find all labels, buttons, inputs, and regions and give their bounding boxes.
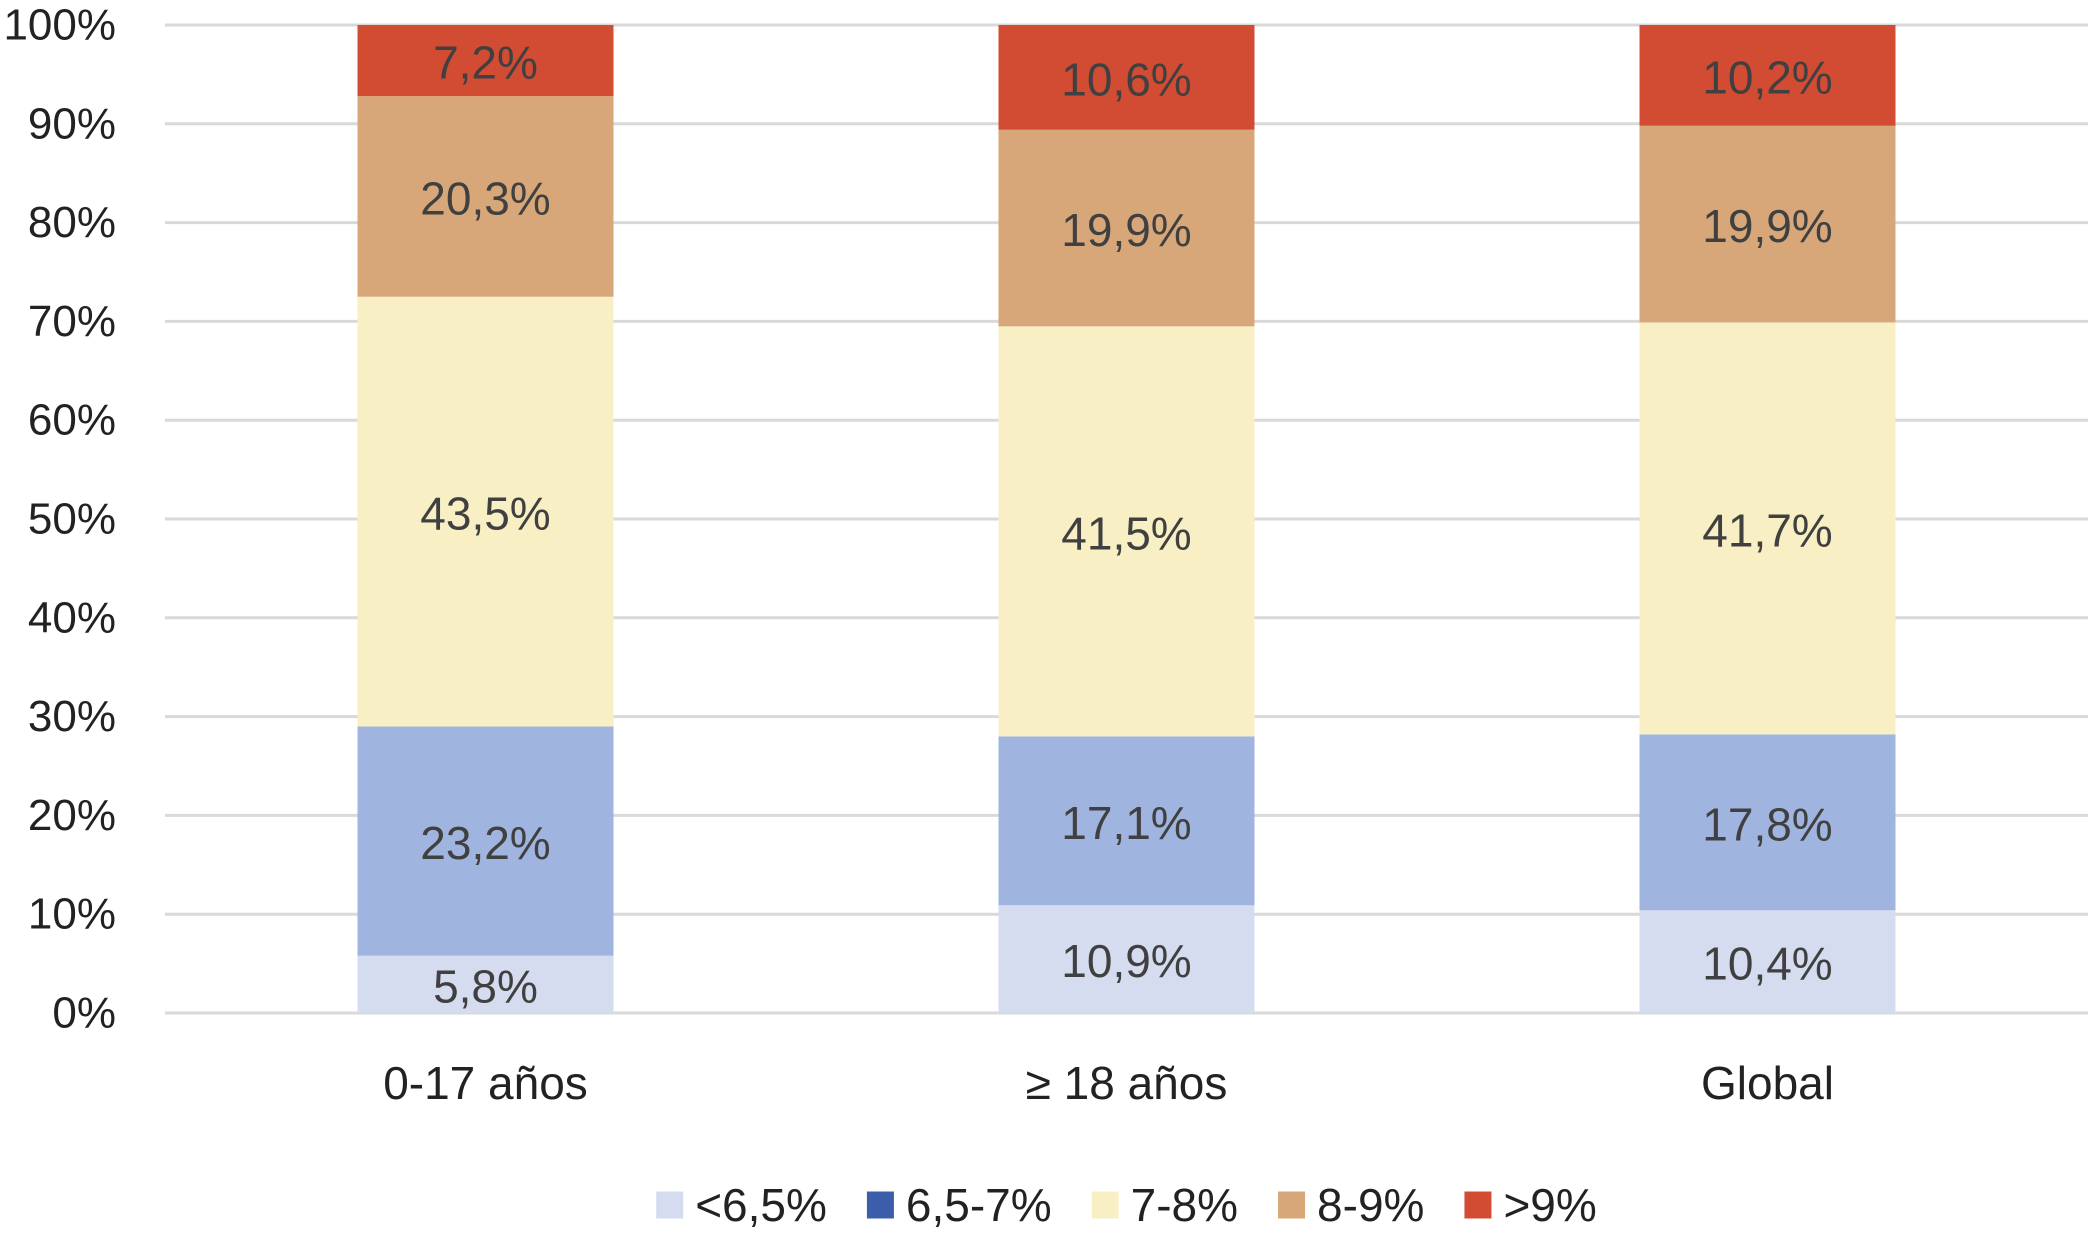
legend-label: 6,5-7% <box>906 1179 1052 1231</box>
legend: <6,5% 6,5-7% 7-8% 8-9% >9% <box>656 1179 1597 1231</box>
legend-swatch <box>1278 1191 1306 1219</box>
bar-segment <box>998 326 1255 737</box>
bar-stack: 10,9% 17,1% 41,5% 19,9% 10,6% <box>998 25 1255 1013</box>
bar-segment <box>1639 910 1896 1013</box>
x-category-label: ≥ 18 años <box>1026 1057 1228 1109</box>
y-tick-label: 70% <box>28 297 116 346</box>
legend-swatch <box>1091 1191 1119 1219</box>
y-tick-label: 60% <box>28 396 116 445</box>
y-tick-label: 90% <box>28 99 116 148</box>
y-axis-ticks: 0% 10% 20% 30% 40% 50% 60% 70% 80% 90% 100% <box>3 1 116 1038</box>
legend-label: >9% <box>1503 1179 1596 1231</box>
data-label: 10,6% <box>1061 53 1191 105</box>
bar-segment <box>998 25 1255 130</box>
bar-segment <box>357 955 614 1013</box>
y-tick-label: 30% <box>28 692 116 741</box>
bar-segment <box>1639 25 1896 126</box>
data-label: 7,2% <box>433 37 538 89</box>
legend-label: 8-9% <box>1317 1179 1424 1231</box>
data-label: 17,1% <box>1061 797 1191 849</box>
data-label: 41,5% <box>1061 507 1191 559</box>
y-tick-label: 50% <box>28 495 116 544</box>
bar-segment <box>357 726 614 956</box>
data-label: 5,8% <box>433 960 538 1012</box>
bar-stack: 10,4% 17,8% 41,7% 19,9% 10,2% <box>1639 25 1896 1013</box>
bar-segment <box>357 25 614 97</box>
bar-segment <box>998 905 1255 1013</box>
legend-swatch <box>1464 1191 1492 1219</box>
data-label: 23,2% <box>420 817 550 869</box>
data-label: 10,4% <box>1702 938 1832 990</box>
data-label: 19,9% <box>1061 204 1191 256</box>
bar-segment <box>1639 125 1896 323</box>
bar-segment <box>357 296 614 727</box>
bar-stack: 5,8% 23,2% 43,5% 20,3% 7,2% <box>357 25 614 1013</box>
data-label: 17,8% <box>1702 798 1832 850</box>
y-tick-label: 20% <box>28 791 116 840</box>
legend-swatch <box>866 1191 894 1219</box>
bars: 5,8% 23,2% 43,5% 20,3% 7,2% 10,9% 17,1% 41,5% 19… <box>357 25 1896 1013</box>
data-label: 19,9% <box>1702 200 1832 252</box>
bar-segment <box>1639 734 1896 911</box>
data-label: 10,9% <box>1061 935 1191 987</box>
x-category-label: Global <box>1701 1057 1834 1109</box>
legend-swatch <box>656 1191 684 1219</box>
data-label: 41,7% <box>1702 504 1832 556</box>
y-tick-label: 10% <box>28 890 116 939</box>
legend-label: <6,5% <box>695 1179 827 1231</box>
x-category-label: 0-17 años <box>383 1057 588 1109</box>
data-label: 43,5% <box>420 488 550 540</box>
y-tick-label: 80% <box>28 198 116 247</box>
bar-segment <box>1639 322 1896 735</box>
y-tick-label: 40% <box>28 593 116 642</box>
bar-segment <box>998 736 1255 906</box>
y-tick-label: 0% <box>52 989 116 1038</box>
data-label: 20,3% <box>420 172 550 224</box>
y-tick-label: 100% <box>3 1 116 50</box>
data-label: 10,2% <box>1702 51 1832 103</box>
bar-segment <box>357 96 614 297</box>
bar-segment <box>998 129 1255 327</box>
x-axis-categories: 0-17 años ≥ 18 años Global <box>383 1057 1834 1109</box>
legend-label: 7-8% <box>1131 1179 1238 1231</box>
